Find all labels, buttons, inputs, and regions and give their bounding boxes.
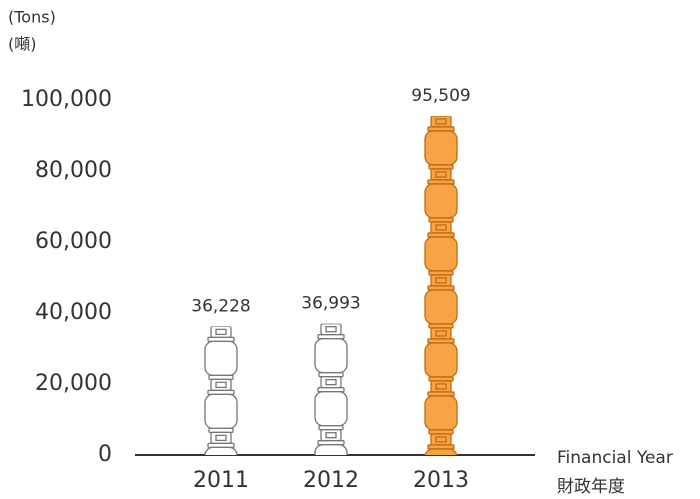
x-tick-label: 2013 [413,468,469,493]
y-tick-label: 100,000 [21,87,112,112]
value-label: 95,509 [411,86,470,106]
y-axis-label-zh: (噸) [8,35,37,54]
value-label: 36,993 [301,294,360,314]
y-tick-label: 20,000 [35,371,112,396]
y-tick-label: 40,000 [35,300,112,325]
bar [204,326,238,455]
y-axis-label: (Tons) [8,8,56,27]
value-label: 36,228 [191,296,250,316]
y-tick-label: 60,000 [35,229,112,254]
y-tick-label: 0 [98,442,112,467]
x-tick-label: 2012 [303,468,359,493]
y-tick-label: 80,000 [35,158,112,183]
x-tick-label: 2011 [193,468,249,493]
x-axis-label: Financial Year [557,448,673,468]
bar [424,115,458,455]
x-axis-label-zh: 財政年度 [557,477,625,497]
bar [314,323,348,455]
